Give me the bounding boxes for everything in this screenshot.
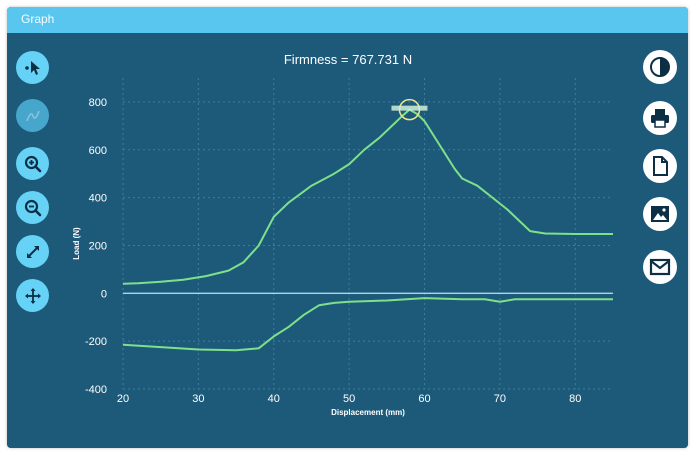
- chart-title: Firmness = 767.731 N: [284, 52, 412, 67]
- diagonal-arrows-icon: [26, 245, 39, 258]
- y-tick-label: -400: [85, 384, 107, 396]
- peak-label-box: [391, 105, 428, 111]
- export-document-button[interactable]: [643, 149, 677, 183]
- cursor-move-icon: [24, 60, 40, 75]
- zoom-in-icon: [24, 155, 41, 172]
- x-tick-label: 70: [494, 393, 506, 405]
- mail-icon: [649, 258, 671, 276]
- image-icon: [651, 206, 669, 222]
- window-title: Graph: [21, 12, 55, 26]
- x-tick-label: 50: [343, 393, 355, 405]
- pointer-tool-button[interactable]: [16, 51, 49, 84]
- zoom-out-icon: [24, 199, 41, 216]
- y-tick-label: 200: [89, 240, 107, 252]
- contrast-button[interactable]: [643, 50, 677, 84]
- pan-button[interactable]: [16, 279, 49, 312]
- zoom-out-button[interactable]: [16, 191, 49, 224]
- export-image-button[interactable]: [643, 197, 677, 231]
- fit-button[interactable]: [16, 235, 49, 268]
- title-bar: Graph: [7, 7, 688, 33]
- print-button[interactable]: [643, 101, 677, 135]
- x-tick-label: 20: [117, 393, 129, 405]
- curve-tool-button[interactable]: [16, 99, 49, 132]
- load-displacement-chart: Firmness = 767.731 N 800 600 400 200 0 -200 -40…: [72, 52, 613, 417]
- x-tick-label: 80: [569, 393, 581, 405]
- y-tick-label: 800: [89, 97, 107, 109]
- x-axis-label: Displacement (mm): [331, 408, 405, 417]
- y-axis-label: Load (N): [72, 227, 81, 260]
- y-tick-label: 400: [89, 193, 107, 205]
- y-tick-label: 0: [101, 288, 107, 300]
- document-icon: [653, 156, 668, 176]
- y-tick-label: -200: [85, 336, 107, 348]
- series-line: [122, 108, 613, 285]
- series-line: [122, 297, 613, 352]
- curve-icon: [25, 110, 40, 121]
- email-button[interactable]: [643, 250, 677, 284]
- x-tick-label: 40: [268, 393, 280, 405]
- graph-window: Graph Firmness = 767.731 N 800 600 400 200 0 -…: [7, 7, 688, 448]
- y-tick-label: 600: [89, 145, 107, 157]
- contrast-icon: [650, 57, 670, 77]
- printer-icon: [651, 109, 669, 128]
- x-tick-label: 30: [192, 393, 204, 405]
- plot-area: Firmness = 767.731 N 800 600 400 200 0 -200 -40…: [7, 33, 688, 448]
- zoom-in-button[interactable]: [16, 147, 49, 180]
- x-tick-label: 60: [418, 393, 430, 405]
- move-arrows-icon: [24, 287, 41, 304]
